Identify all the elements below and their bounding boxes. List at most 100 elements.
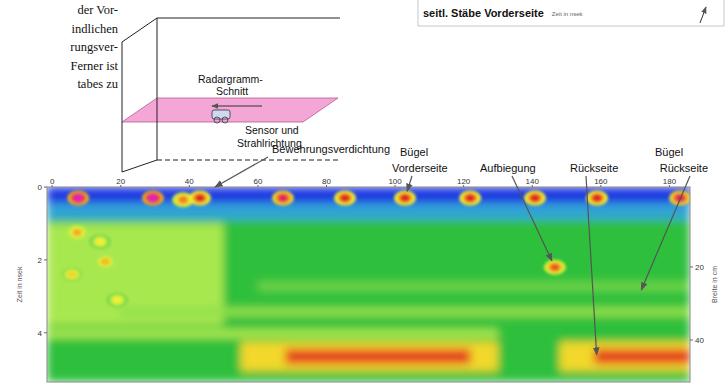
reflection-core [101, 258, 110, 265]
reflection-ring [275, 192, 290, 203]
annotations: Bewehrungsverdichtung Bügel Vorderseite Auf… [215, 143, 708, 355]
reflection [66, 225, 88, 240]
reflection-ring [527, 192, 542, 203]
reflection-halo [544, 260, 566, 275]
reflection [106, 292, 128, 307]
reflection-core [148, 194, 157, 201]
x-tick-label: 100 [388, 177, 402, 186]
reflection-halo [106, 292, 128, 307]
reflection-halo [459, 190, 481, 205]
reflection-halo [334, 190, 356, 205]
reflection-core [73, 229, 82, 236]
x-tick-label: 80 [322, 177, 331, 186]
reflection [394, 190, 416, 205]
reflection-ring [463, 192, 478, 203]
reflection-core [96, 238, 105, 245]
section-plane [122, 98, 338, 122]
inset-frame [418, 0, 724, 26]
x-tick-label: 40 [185, 177, 194, 186]
y2-tick-label: 40 [695, 336, 704, 345]
reflection-core [341, 194, 350, 201]
reflection [669, 190, 690, 205]
x-tick-label: 140 [526, 177, 540, 186]
sensor-icon [222, 117, 228, 123]
reflection-core [278, 194, 287, 201]
schematic-edge [157, 18, 340, 19]
y-tick-label: 4 [38, 329, 43, 338]
reflection-halo [586, 190, 608, 205]
plot-area [47, 187, 690, 382]
body-text: der Vor- [77, 3, 118, 17]
amplitude-band [47, 329, 498, 338]
inset-arrow [700, 7, 706, 23]
reflection-core [68, 271, 77, 278]
schematic-edge [122, 42, 123, 172]
amplitude-band [258, 282, 690, 291]
x-tick-label: 20 [116, 177, 125, 186]
reflection-halo [66, 225, 88, 240]
reflection [94, 254, 116, 269]
amplitude-band [285, 349, 470, 364]
y2-tick [690, 340, 693, 341]
reflection-ring [110, 294, 125, 305]
reflection-ring [98, 256, 113, 267]
reflection [459, 190, 481, 205]
schematic-edge [157, 18, 158, 160]
reflection-halo [89, 234, 111, 249]
reflections [61, 190, 690, 307]
x-tick-label: 60 [253, 177, 262, 186]
sensor-icon [214, 117, 220, 123]
y-axis-title: Zeit in nsek [16, 266, 23, 302]
schematic-edge [122, 18, 157, 42]
y-tick-label: 0 [38, 183, 43, 192]
schematic-edge [122, 160, 157, 172]
annotation-label: Bewehrungsverdichtung [272, 143, 390, 155]
annotation-arrow [215, 157, 268, 187]
reflection-ring [547, 262, 562, 273]
reflection-ring [192, 192, 207, 203]
reflection [142, 190, 164, 205]
annotation-label: Aufbiegung [480, 162, 536, 174]
reflection-halo [189, 190, 211, 205]
inset-label: seitl. Stäbe Vorderseite [423, 7, 544, 19]
schematic-edge [157, 160, 340, 161]
y2-tick [690, 266, 693, 267]
reflection-halo [394, 190, 416, 205]
y-tick [44, 187, 47, 188]
body-text: rungsver- [70, 40, 118, 54]
annotation-arrow [407, 176, 412, 191]
reflection [189, 190, 211, 205]
reflection-core [113, 296, 122, 303]
x-tick-label: 0 [50, 177, 55, 186]
annotation-label: Bügel [655, 146, 683, 158]
reflection [586, 190, 608, 205]
reflection-ring [93, 236, 108, 247]
reflection-halo [524, 190, 546, 205]
annotation-arrow [512, 176, 552, 261]
reflection [61, 267, 83, 282]
reflection-core [401, 194, 410, 201]
body-text: indlichen [71, 22, 118, 36]
body-text: tabes zu [77, 77, 118, 91]
x-tick-label: 180 [663, 177, 677, 186]
axes: 020406080100120140160180024Zeit in nsek2… [16, 177, 718, 345]
annotation-label: Bügel [400, 146, 428, 158]
inset: seitl. Stäbe VorderseiteZeit in nsek [418, 0, 724, 26]
amplitude-band [47, 203, 690, 219]
amplitude-band [121, 307, 690, 316]
schematic-label: Sensor und [245, 124, 299, 136]
annotation-arrow [641, 176, 690, 290]
reflection-core [593, 194, 602, 201]
annotation-label: Vorderseite [392, 162, 448, 174]
amplitude-band [560, 342, 690, 371]
reflection-ring [70, 227, 85, 238]
reflection-ring [65, 269, 80, 280]
reflection [544, 260, 566, 275]
reflection-ring [398, 192, 413, 203]
reflection-halo [272, 190, 294, 205]
reflection [334, 190, 356, 205]
reflection-halo [142, 190, 164, 205]
reflection-ring [71, 192, 86, 203]
annotation-label: Rückseite [570, 162, 618, 174]
reflection [89, 234, 111, 249]
